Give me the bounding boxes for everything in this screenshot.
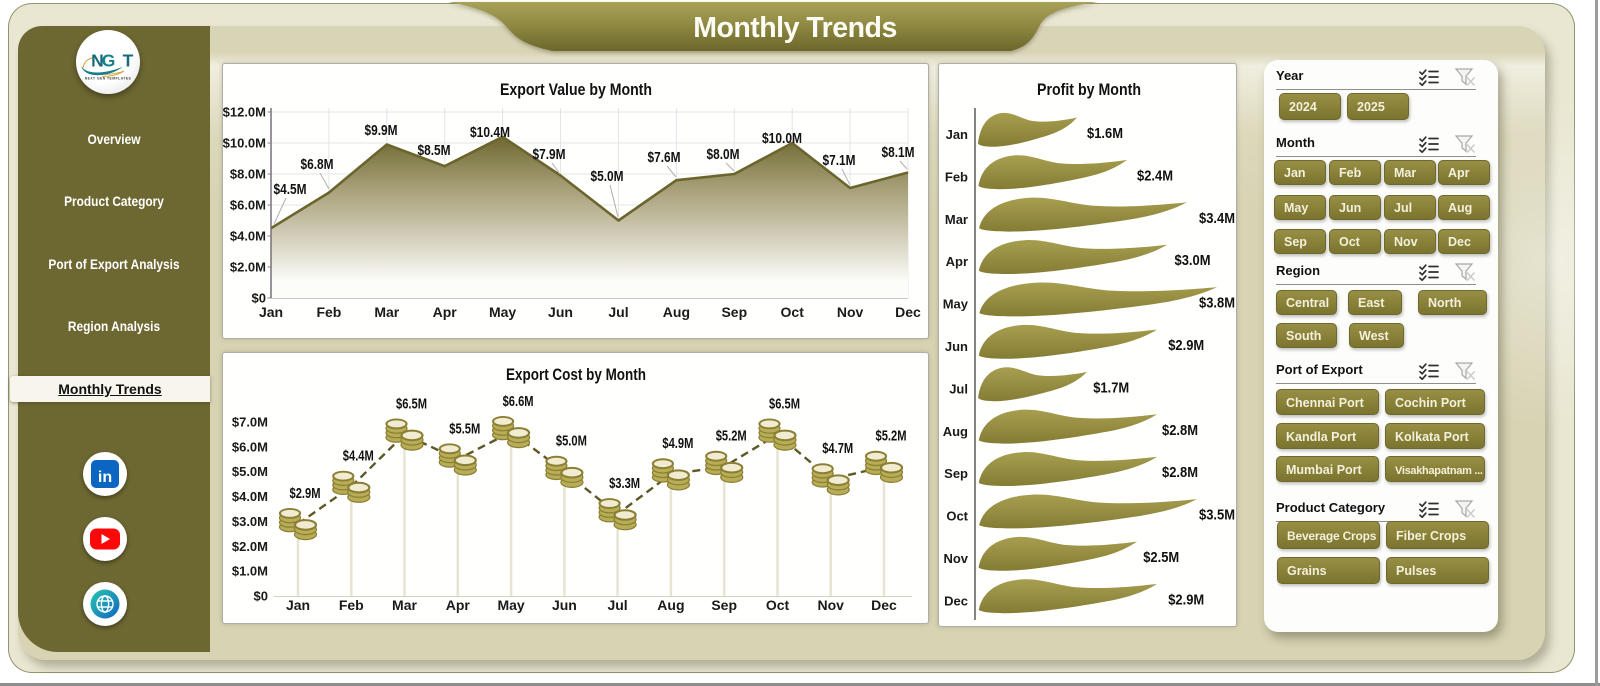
svg-text:Nov: Nov — [943, 551, 968, 566]
svg-text:$5.0M: $5.0M — [591, 168, 624, 185]
svg-text:$2.8M: $2.8M — [1162, 464, 1198, 481]
svg-text:$2.0M: $2.0M — [232, 539, 268, 554]
svg-text:$2.9M: $2.9M — [290, 485, 321, 502]
svg-text:$7.0M: $7.0M — [232, 415, 268, 430]
svg-text:Aug: Aug — [943, 424, 968, 439]
svg-text:$4.0M: $4.0M — [232, 489, 268, 504]
svg-text:Feb: Feb — [316, 304, 341, 320]
svg-text:Apr: Apr — [446, 597, 471, 613]
svg-text:Dec: Dec — [895, 304, 921, 320]
svg-text:Sep: Sep — [944, 466, 968, 481]
svg-text:$2.9M: $2.9M — [1168, 337, 1204, 354]
svg-text:$6.5M: $6.5M — [769, 395, 800, 412]
svg-text:Aug: Aug — [663, 304, 690, 320]
svg-text:G: G — [102, 51, 116, 71]
svg-text:Dec: Dec — [944, 593, 968, 608]
svg-text:May: May — [943, 297, 969, 312]
svg-text:Jan: Jan — [259, 304, 283, 320]
svg-text:$4.7M: $4.7M — [822, 440, 853, 457]
svg-text:$3.8M: $3.8M — [1199, 295, 1235, 312]
svg-text:$0: $0 — [254, 589, 268, 604]
svg-text:NEXT GEN TEMPLATES: NEXT GEN TEMPLATES — [85, 77, 132, 81]
svg-text:$5.0M: $5.0M — [556, 433, 587, 450]
svg-text:Oct: Oct — [766, 597, 790, 613]
svg-text:Apr: Apr — [433, 304, 458, 320]
svg-text:$2.0M: $2.0M — [230, 260, 266, 275]
svg-text:Aug: Aug — [657, 597, 684, 613]
svg-text:$6.5M: $6.5M — [396, 395, 427, 412]
svg-text:$8.0M: $8.0M — [707, 146, 740, 163]
svg-text:May: May — [497, 597, 524, 613]
svg-text:$10.0M: $10.0M — [762, 130, 802, 147]
svg-text:Oct: Oct — [946, 509, 968, 524]
svg-text:$0: $0 — [252, 291, 266, 306]
svg-text:$8.5M: $8.5M — [418, 142, 451, 159]
svg-text:Profit by Month: Profit by Month — [1037, 80, 1141, 99]
svg-text:$7.6M: $7.6M — [648, 149, 681, 166]
svg-text:$5.0M: $5.0M — [232, 464, 268, 479]
svg-text:Monthly Trends: Monthly Trends — [693, 12, 897, 44]
svg-text:Jul: Jul — [949, 381, 968, 396]
svg-text:$3.3M: $3.3M — [609, 475, 640, 492]
svg-text:T: T — [123, 51, 134, 71]
svg-text:Apr: Apr — [946, 254, 968, 269]
svg-text:Nov: Nov — [837, 304, 864, 320]
svg-text:$1.7M: $1.7M — [1093, 379, 1129, 396]
svg-text:$6.8M: $6.8M — [301, 156, 334, 173]
svg-text:N: N — [91, 51, 104, 71]
svg-text:Mar: Mar — [374, 304, 399, 320]
svg-text:Jun: Jun — [552, 597, 577, 613]
svg-text:$6.0M: $6.0M — [230, 198, 266, 213]
svg-text:Dec: Dec — [871, 597, 897, 613]
svg-text:$2.9M: $2.9M — [1168, 591, 1204, 608]
svg-text:$4.4M: $4.4M — [343, 448, 374, 465]
svg-text:in: in — [98, 469, 112, 486]
svg-text:$4.5M: $4.5M — [274, 181, 307, 198]
svg-text:Oct: Oct — [781, 304, 805, 320]
svg-text:$8.1M: $8.1M — [882, 144, 915, 161]
svg-text:$1.0M: $1.0M — [232, 564, 268, 579]
svg-text:$2.4M: $2.4M — [1137, 167, 1173, 184]
svg-text:$4.9M: $4.9M — [662, 435, 693, 452]
svg-text:$1.6M: $1.6M — [1087, 125, 1123, 142]
svg-text:$3.0M: $3.0M — [232, 514, 268, 529]
svg-text:$5.2M: $5.2M — [716, 428, 747, 445]
svg-text:$3.5M: $3.5M — [1199, 507, 1235, 524]
svg-text:$6.0M: $6.0M — [232, 439, 268, 454]
svg-text:Jul: Jul — [608, 304, 628, 320]
svg-text:Sep: Sep — [721, 304, 747, 320]
svg-text:Jul: Jul — [607, 597, 627, 613]
svg-text:Jun: Jun — [548, 304, 573, 320]
svg-text:$3.0M: $3.0M — [1175, 252, 1211, 269]
svg-text:Feb: Feb — [945, 169, 968, 184]
svg-text:Export Cost by Month: Export Cost by Month — [506, 365, 646, 384]
svg-text:$10.0M: $10.0M — [223, 136, 266, 151]
svg-text:$2.5M: $2.5M — [1143, 549, 1179, 566]
svg-text:Jun: Jun — [945, 339, 968, 354]
svg-text:Sep: Sep — [711, 597, 737, 613]
svg-text:$12.0M: $12.0M — [223, 105, 266, 120]
svg-text:$7.1M: $7.1M — [823, 152, 856, 169]
svg-text:$3.4M: $3.4M — [1199, 210, 1235, 227]
svg-text:$9.9M: $9.9M — [365, 122, 398, 139]
svg-text:$5.2M: $5.2M — [876, 428, 907, 445]
svg-text:$6.6M: $6.6M — [503, 393, 534, 410]
svg-text:$10.4M: $10.4M — [470, 124, 510, 141]
svg-text:$4.0M: $4.0M — [230, 229, 266, 244]
svg-text:$7.9M: $7.9M — [533, 146, 566, 163]
svg-text:Feb: Feb — [339, 597, 364, 613]
svg-text:Mar: Mar — [392, 597, 417, 613]
svg-text:Nov: Nov — [817, 597, 844, 613]
svg-text:$8.0M: $8.0M — [230, 167, 266, 182]
svg-text:Jan: Jan — [946, 127, 968, 142]
svg-text:$5.5M: $5.5M — [449, 420, 480, 437]
svg-text:Jan: Jan — [286, 597, 310, 613]
svg-text:$2.8M: $2.8M — [1162, 422, 1198, 439]
svg-text:Export Value by Month: Export Value by Month — [500, 80, 652, 99]
svg-text:Mar: Mar — [945, 212, 968, 227]
svg-text:May: May — [489, 304, 516, 320]
